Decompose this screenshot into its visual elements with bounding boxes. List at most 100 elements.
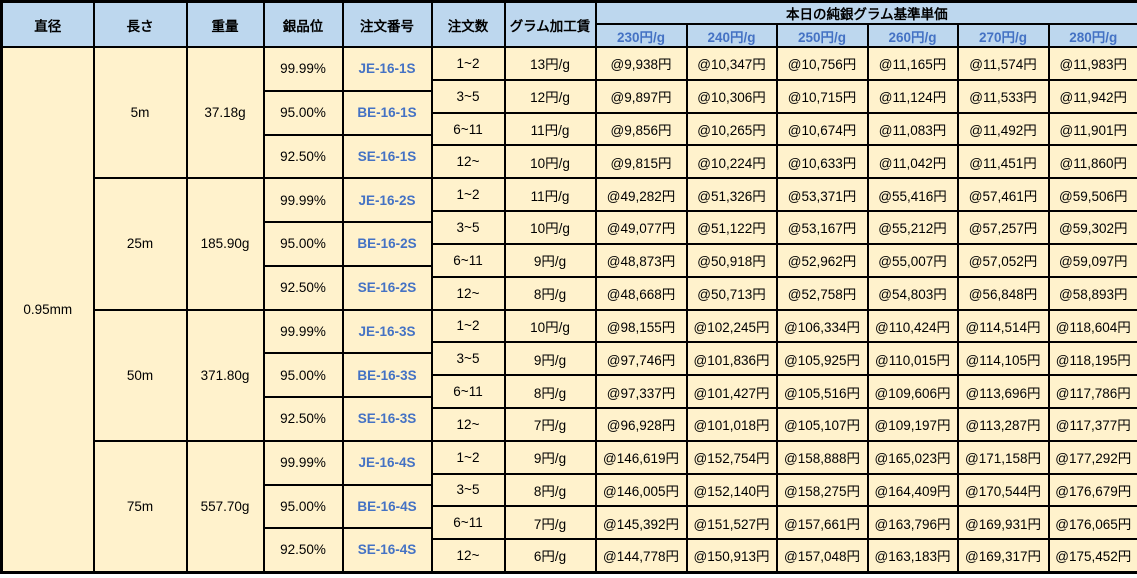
price-cell: @170,544円 (956, 472, 1050, 508)
price-cell: @55,212円 (866, 210, 959, 245)
price-cell: @9,938円 (594, 46, 688, 81)
fee-cell: 9円/g (503, 242, 597, 278)
order-no-cell[interactable]: JE-16-1S (341, 46, 433, 92)
order-no-cell[interactable]: SE-16-3S (341, 396, 433, 442)
price-cell: @146,005円 (594, 472, 688, 508)
header-price-250: 250円/g (775, 23, 869, 48)
header-price-260: 260円/g (866, 23, 959, 48)
weight-cell: 557.70g (185, 439, 265, 574)
price-cell: @145,392円 (594, 505, 688, 541)
price-cell: @57,461円 (956, 177, 1050, 213)
price-cell: @11,451円 (956, 144, 1050, 180)
price-cell: @151,527円 (685, 505, 778, 541)
header-order-no: 注文番号 (341, 0, 433, 48)
price-cell: @117,377円 (1047, 406, 1137, 442)
fee-cell: 8円/g (503, 472, 597, 508)
fee-cell: 8円/g (503, 275, 597, 311)
fee-cell: 6円/g (503, 538, 597, 573)
header-purity: 銀品位 (262, 0, 344, 48)
order-no-cell[interactable]: JE-16-2S (341, 177, 433, 223)
weight-cell: 371.80g (185, 308, 265, 442)
table-subrow: 95.00% BE-16-3S (2, 352, 1137, 398)
table-subrow: 12~ 10円/g @9,815円 @10,224円 @10,633円 @11,042円 @… (2, 144, 1137, 180)
order-qty-cell: 1~2 (430, 308, 506, 344)
price-cell: @57,257円 (956, 210, 1050, 245)
price-cell: @9,897円 (594, 78, 688, 114)
table-subrow: 6~11 8円/g @97,337円 @101,427円 @105,516円 @109,6… (2, 374, 1137, 409)
price-cell: @98,155円 (594, 308, 688, 344)
order-no-cell[interactable]: JE-16-3S (341, 308, 433, 355)
price-cell: @150,913円 (685, 538, 778, 573)
price-cell: @113,287円 (956, 406, 1050, 442)
fee-cell: 11円/g (503, 177, 597, 213)
price-cell: @11,860円 (1047, 144, 1137, 180)
order-no-cell[interactable]: SE-16-4S (341, 527, 433, 573)
price-cell: @157,661円 (775, 505, 869, 541)
length-cell: 25m (92, 177, 188, 311)
header-price-240: 240円/g (685, 23, 778, 48)
price-cell: @101,836円 (685, 341, 778, 377)
order-qty-cell: 12~ (430, 275, 506, 311)
fee-cell: 7円/g (503, 505, 597, 541)
price-cell: @177,292円 (1047, 439, 1137, 475)
order-qty-cell: 1~2 (430, 46, 506, 81)
price-cell: @114,105円 (956, 341, 1050, 377)
fee-cell: 10円/g (503, 210, 597, 245)
price-cell: @96,928円 (594, 406, 688, 442)
order-no-cell[interactable]: BE-16-3S (341, 352, 433, 398)
price-cell: @176,679円 (1047, 472, 1137, 508)
price-cell: @11,042円 (866, 144, 959, 180)
price-cell: @54,803円 (866, 275, 959, 311)
price-cell: @48,668円 (594, 275, 688, 311)
order-no-cell[interactable]: BE-16-2S (341, 221, 433, 267)
header-order-qty: 注文数 (430, 0, 506, 48)
purity-cell: 95.00% (262, 221, 344, 267)
order-qty-cell: 1~2 (430, 177, 506, 213)
price-cell: @11,492円 (956, 111, 1050, 147)
price-cell: @157,048円 (775, 538, 869, 573)
price-cell: @109,606円 (866, 374, 959, 409)
price-cell: @118,195円 (1047, 341, 1137, 377)
table-subrow: 3~5 9円/g @97,746円 @101,836円 @105,925円 @110,01… (2, 341, 1137, 377)
table-subrow: 92.50% SE-16-3S (2, 396, 1137, 442)
fee-cell: 9円/g (503, 341, 597, 377)
price-cell: @105,516円 (775, 374, 869, 409)
header-diameter: 直径 (0, 0, 95, 48)
purity-cell: 99.99% (262, 46, 344, 92)
price-cell: @59,506円 (1047, 177, 1137, 213)
weight-cell: 37.18g (185, 45, 265, 180)
price-cell: @117,786円 (1047, 374, 1137, 409)
purity-cell: 99.99% (262, 177, 344, 223)
price-cell: @114,514円 (956, 308, 1050, 344)
price-cell: @101,427円 (685, 374, 778, 409)
price-cell: @146,619円 (594, 439, 688, 475)
fee-cell: 7円/g (503, 406, 597, 442)
header-price-280: 280円/g (1047, 23, 1137, 48)
order-no-cell[interactable]: SE-16-2S (341, 264, 433, 311)
purity-cell: 95.00% (262, 352, 344, 398)
price-cell: @10,633円 (775, 144, 869, 180)
order-qty-cell: 3~5 (430, 78, 506, 114)
price-cell: @118,604円 (1047, 308, 1137, 344)
price-cell: @169,931円 (956, 505, 1050, 541)
price-cell: @49,282円 (594, 177, 688, 213)
order-no-cell[interactable]: BE-16-1S (341, 89, 433, 136)
price-cell: @110,015円 (866, 341, 959, 377)
price-cell: @106,334円 (775, 308, 869, 344)
fee-cell: 10円/g (503, 144, 597, 180)
header-weight: 重量 (185, 0, 265, 48)
table-subrow: 12~ 8円/g @48,668円 @50,713円 @52,758円 @54,803円 @… (2, 275, 1137, 311)
order-qty-cell: 6~11 (430, 242, 506, 278)
order-no-cell[interactable]: BE-16-4S (341, 483, 433, 530)
price-cell: @176,065円 (1047, 505, 1137, 541)
header-fee: グラム加工賃 (503, 0, 597, 48)
price-cell: @56,848円 (956, 275, 1050, 311)
fee-cell: 8円/g (503, 374, 597, 409)
table-subrow: 12~ 7円/g @96,928円 @101,018円 @105,107円 @109,19… (2, 406, 1137, 442)
order-no-cell[interactable]: SE-16-1S (341, 133, 433, 180)
order-no-cell[interactable]: JE-16-4S (341, 439, 433, 486)
price-cell: @158,275円 (775, 472, 869, 508)
order-qty-cell: 3~5 (430, 472, 506, 508)
length-cell: 50m (92, 308, 188, 442)
order-qty-cell: 6~11 (430, 505, 506, 541)
